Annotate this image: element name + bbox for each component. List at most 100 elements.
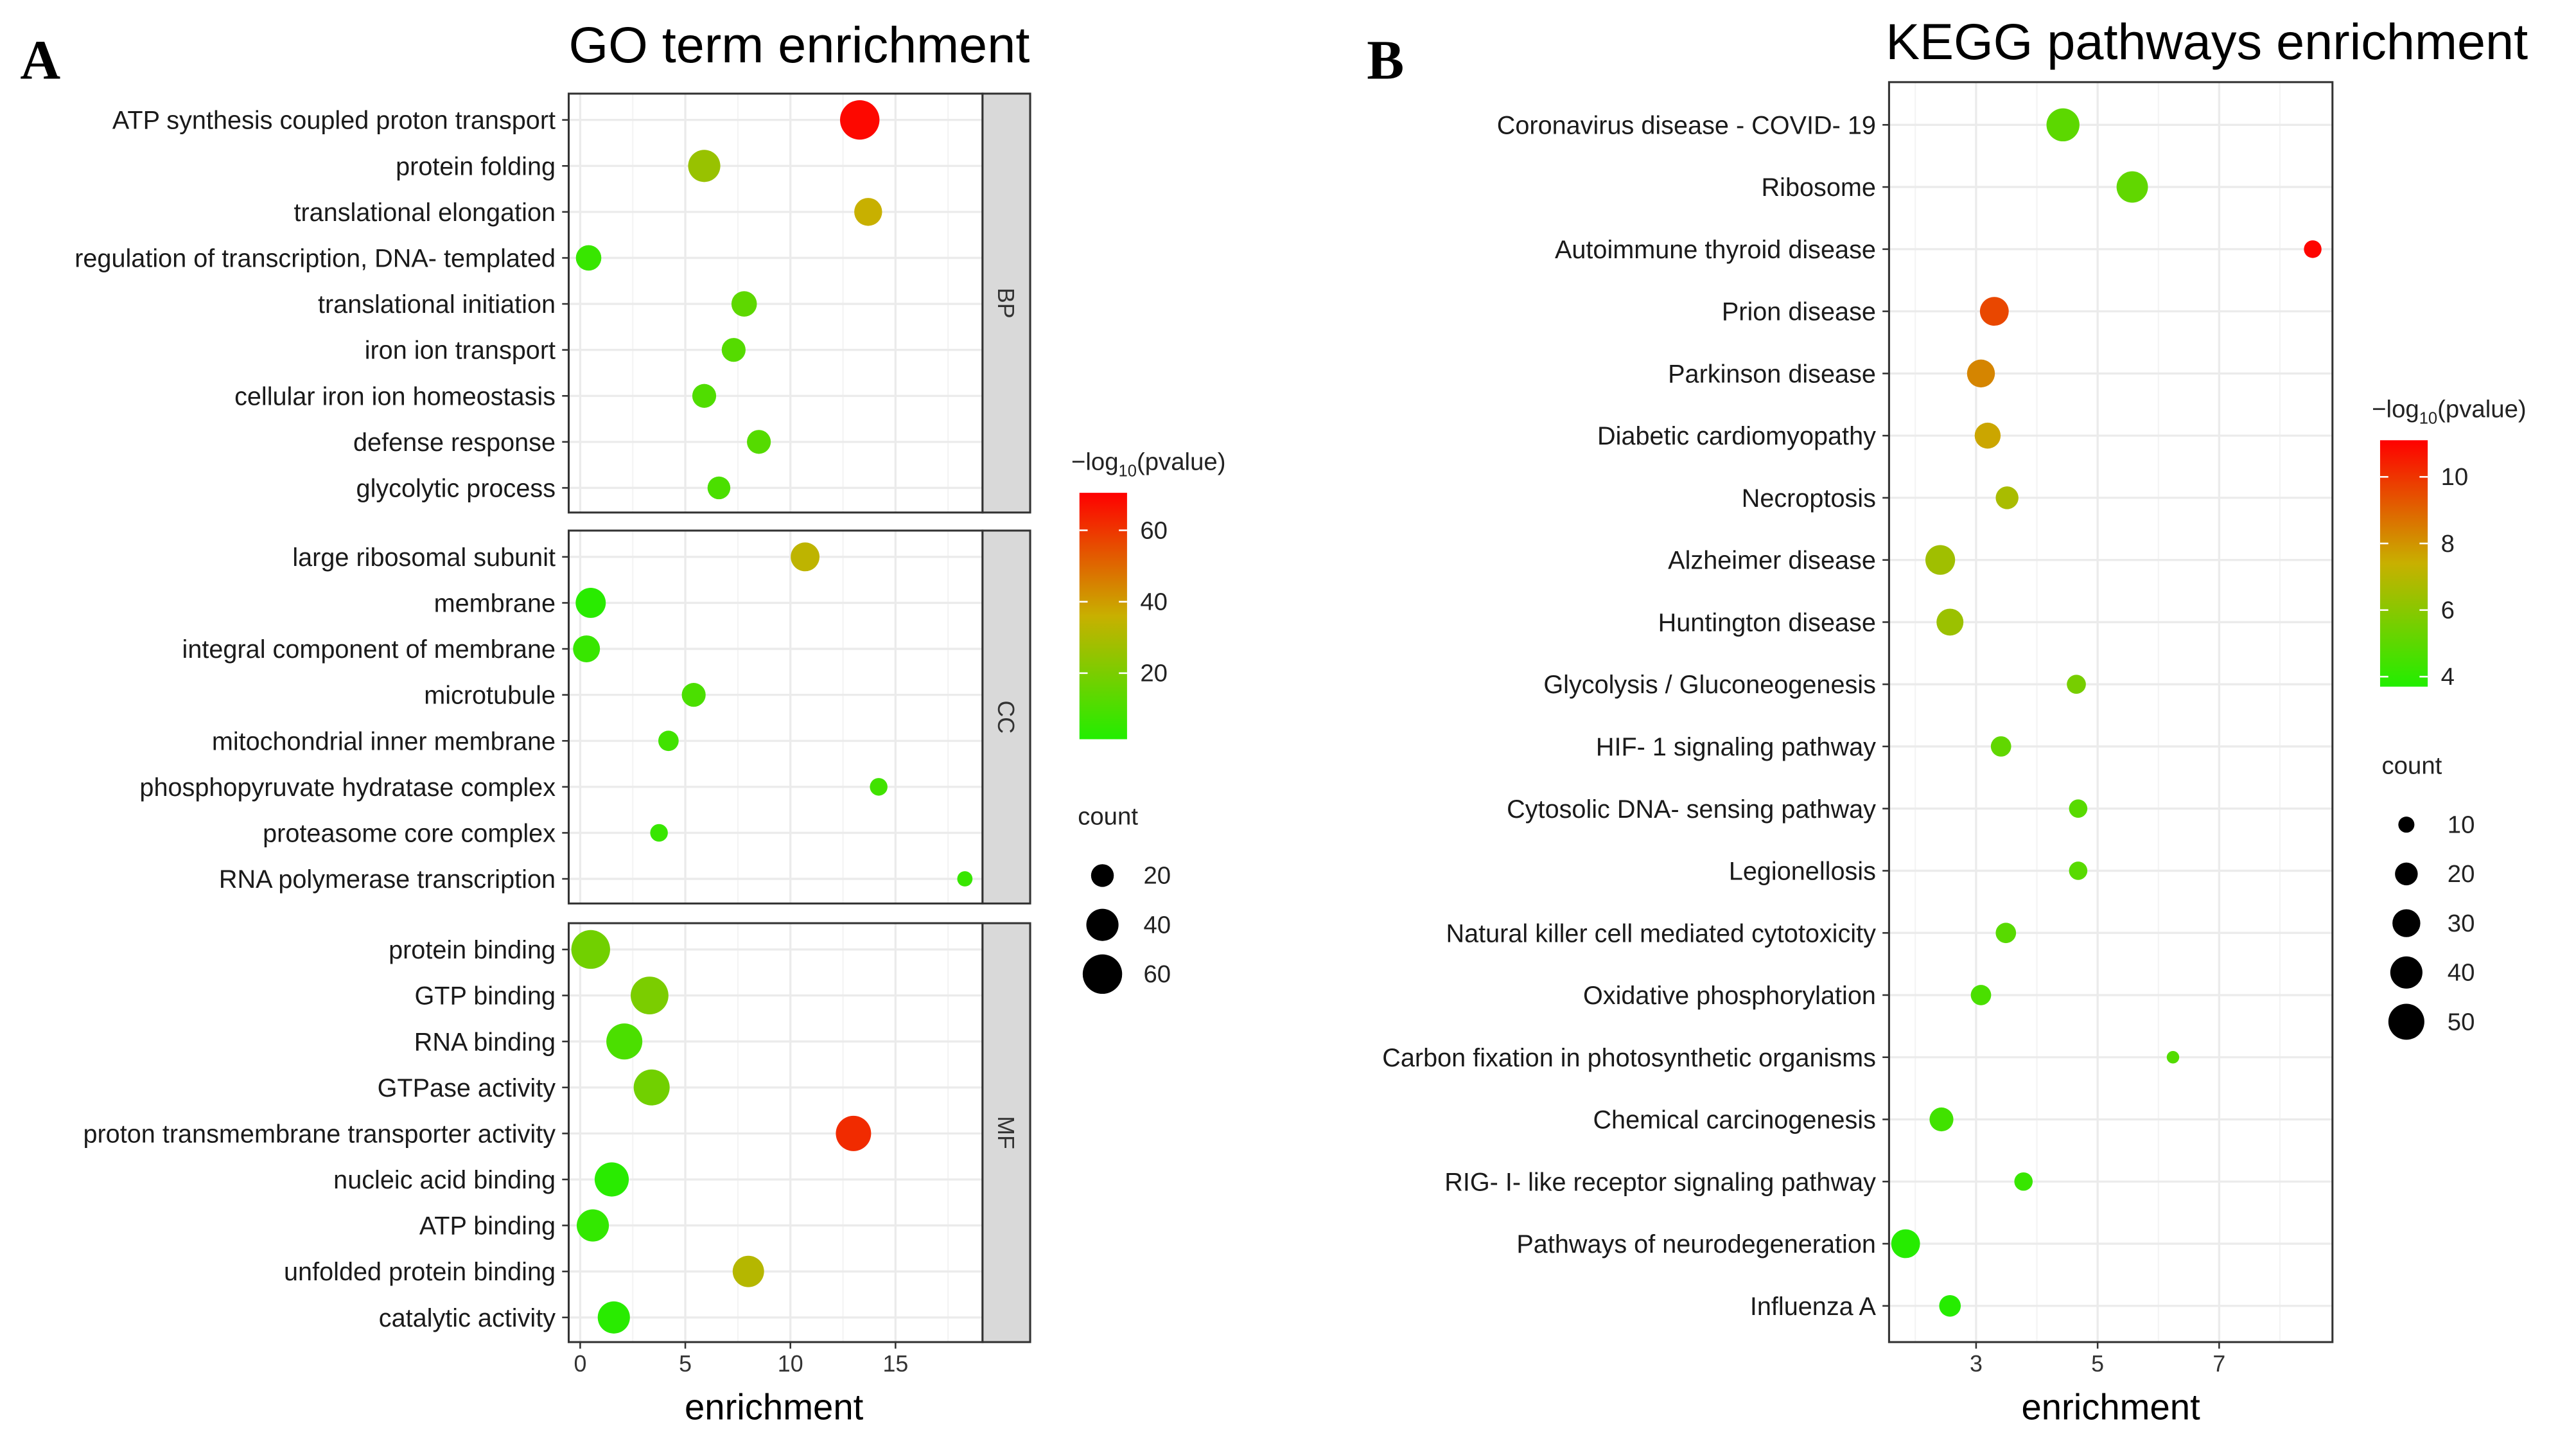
size-legend-key: [1091, 864, 1114, 887]
data-point: [2069, 861, 2088, 880]
data-point: [2069, 799, 2088, 818]
color-bar-tick-label: 20: [1140, 660, 1168, 687]
panel-label-b: B: [1367, 30, 1404, 91]
term-label: catalytic activity: [379, 1304, 556, 1332]
plot-layer: ATP synthesis coupled proton transport pr…: [74, 81, 2527, 1377]
size-legend-key: [1082, 954, 1123, 994]
data-point: [870, 778, 888, 796]
term-label: GTP binding: [414, 982, 556, 1011]
facet-strip-label: MF: [993, 1116, 1019, 1149]
data-point: [692, 384, 717, 408]
size-legend-label: 40: [1143, 911, 1171, 939]
data-point: [1979, 297, 2009, 326]
term-label: Cytosolic DNA- sensing pathway: [1507, 795, 1876, 824]
x-tick-label: 5: [679, 1351, 692, 1377]
color-bar-tick-label: 40: [1140, 588, 1168, 615]
kegg-x-axis-title: enrichment: [2021, 1386, 2200, 1427]
term-label: Diabetic cardiomyopathy: [1597, 422, 1876, 450]
facet-strip: [981, 93, 1031, 514]
size-legend-key: [2388, 1003, 2424, 1040]
term-label: Coronavirus disease - COVID- 19: [1497, 111, 1876, 139]
term-label: Pathways of neurodegeneration: [1516, 1230, 1876, 1258]
term-label: Glycolysis / Gluconeogenesis: [1543, 671, 1876, 699]
term-label: phosphopyruvate hydratase complex: [139, 773, 556, 802]
panel-background: [568, 530, 983, 904]
data-point: [2116, 171, 2148, 203]
color-bar: [2379, 440, 2428, 687]
size-legend-label: 20: [1143, 862, 1171, 890]
term-label: RNA binding: [414, 1028, 556, 1056]
term-label: protein folding: [396, 152, 556, 181]
term-label: proteasome core complex: [263, 820, 556, 848]
term-label: mitochondrial inner membrane: [212, 727, 556, 755]
term-label: Chemical carcinogenesis: [1593, 1106, 1875, 1134]
color-legend-title: −log10(pvalue): [1071, 448, 1226, 480]
size-legend-label: 50: [2448, 1008, 2475, 1036]
term-label: glycolytic process: [356, 475, 556, 503]
term-label: Prion disease: [1722, 298, 1876, 326]
color-bar-tick-label: 60: [1140, 516, 1168, 544]
data-point: [597, 1301, 630, 1334]
term-label: Natural killer cell mediated cytotoxicit…: [1446, 919, 1876, 948]
data-point: [688, 150, 721, 182]
data-point: [840, 100, 880, 140]
term-label: Necroptosis: [1742, 484, 1876, 513]
data-point: [731, 291, 757, 317]
data-point: [1990, 736, 2011, 757]
term-label: membrane: [434, 590, 556, 618]
data-point: [575, 245, 602, 271]
data-point: [1995, 486, 2019, 509]
color-bar: [1079, 493, 1127, 739]
panel-border: [1888, 81, 2334, 1343]
term-label: translational elongation: [294, 199, 556, 227]
term-label: microtubule: [424, 682, 556, 710]
data-point: [633, 1069, 670, 1106]
term-label: proton transmembrane transporter activit…: [83, 1120, 556, 1148]
color-bar-tick-label: 8: [2441, 530, 2455, 558]
data-point: [576, 1209, 609, 1242]
go-x-axis-title: enrichment: [685, 1386, 864, 1427]
size-legend-key: [1086, 908, 1119, 941]
term-label: large ribosomal subunit: [292, 543, 556, 572]
term-label: translational initiation: [318, 290, 556, 319]
x-tick-label: 7: [2212, 1351, 2225, 1377]
data-point: [957, 871, 973, 887]
size-legend-label: 60: [1143, 960, 1171, 988]
term-label: GTPase activity: [378, 1074, 556, 1102]
term-label: iron ion transport: [365, 337, 556, 365]
data-point: [650, 824, 668, 842]
data-point: [681, 683, 706, 707]
data-point: [1970, 985, 1992, 1005]
data-point: [658, 730, 679, 752]
size-legend-title: count: [2382, 752, 2442, 779]
x-tick-label: 5: [2091, 1351, 2104, 1377]
size-legend-label: 30: [2448, 910, 2475, 937]
size-legend-label: 20: [2448, 860, 2475, 888]
term-label: unfolded protein binding: [284, 1258, 556, 1286]
x-tick-label: 15: [882, 1351, 908, 1377]
data-point: [1936, 608, 1964, 636]
term-label: RIG- I- like receptor signaling pathway: [1444, 1168, 1876, 1196]
term-label: cellular iron ion homeostasis: [234, 382, 556, 411]
data-point: [2014, 1172, 2033, 1191]
size-legend-title: count: [1078, 803, 1138, 831]
size-legend-key: [2390, 956, 2423, 989]
size-legend-label: 40: [2448, 959, 2475, 987]
data-point: [1974, 422, 2001, 449]
term-label: ATP synthesis coupled proton transport: [112, 107, 556, 135]
term-label: nucleic acid binding: [333, 1166, 556, 1194]
facet-strip-label: BP: [993, 288, 1019, 319]
term-label: integral component of membrane: [182, 635, 556, 664]
data-point: [732, 1255, 764, 1287]
facet-strip: [981, 529, 1031, 905]
data-point: [1891, 1229, 1920, 1258]
data-point: [2166, 1051, 2180, 1064]
term-label: Alzheimer disease: [1668, 547, 1876, 575]
data-point: [1929, 1107, 1954, 1132]
term-label: Huntington disease: [1658, 608, 1876, 637]
data-point: [721, 338, 746, 362]
color-legend-title: −log10(pvalue): [2372, 395, 2527, 427]
term-label: Autoimmune thyroid disease: [1555, 236, 1876, 264]
data-point: [575, 587, 606, 618]
